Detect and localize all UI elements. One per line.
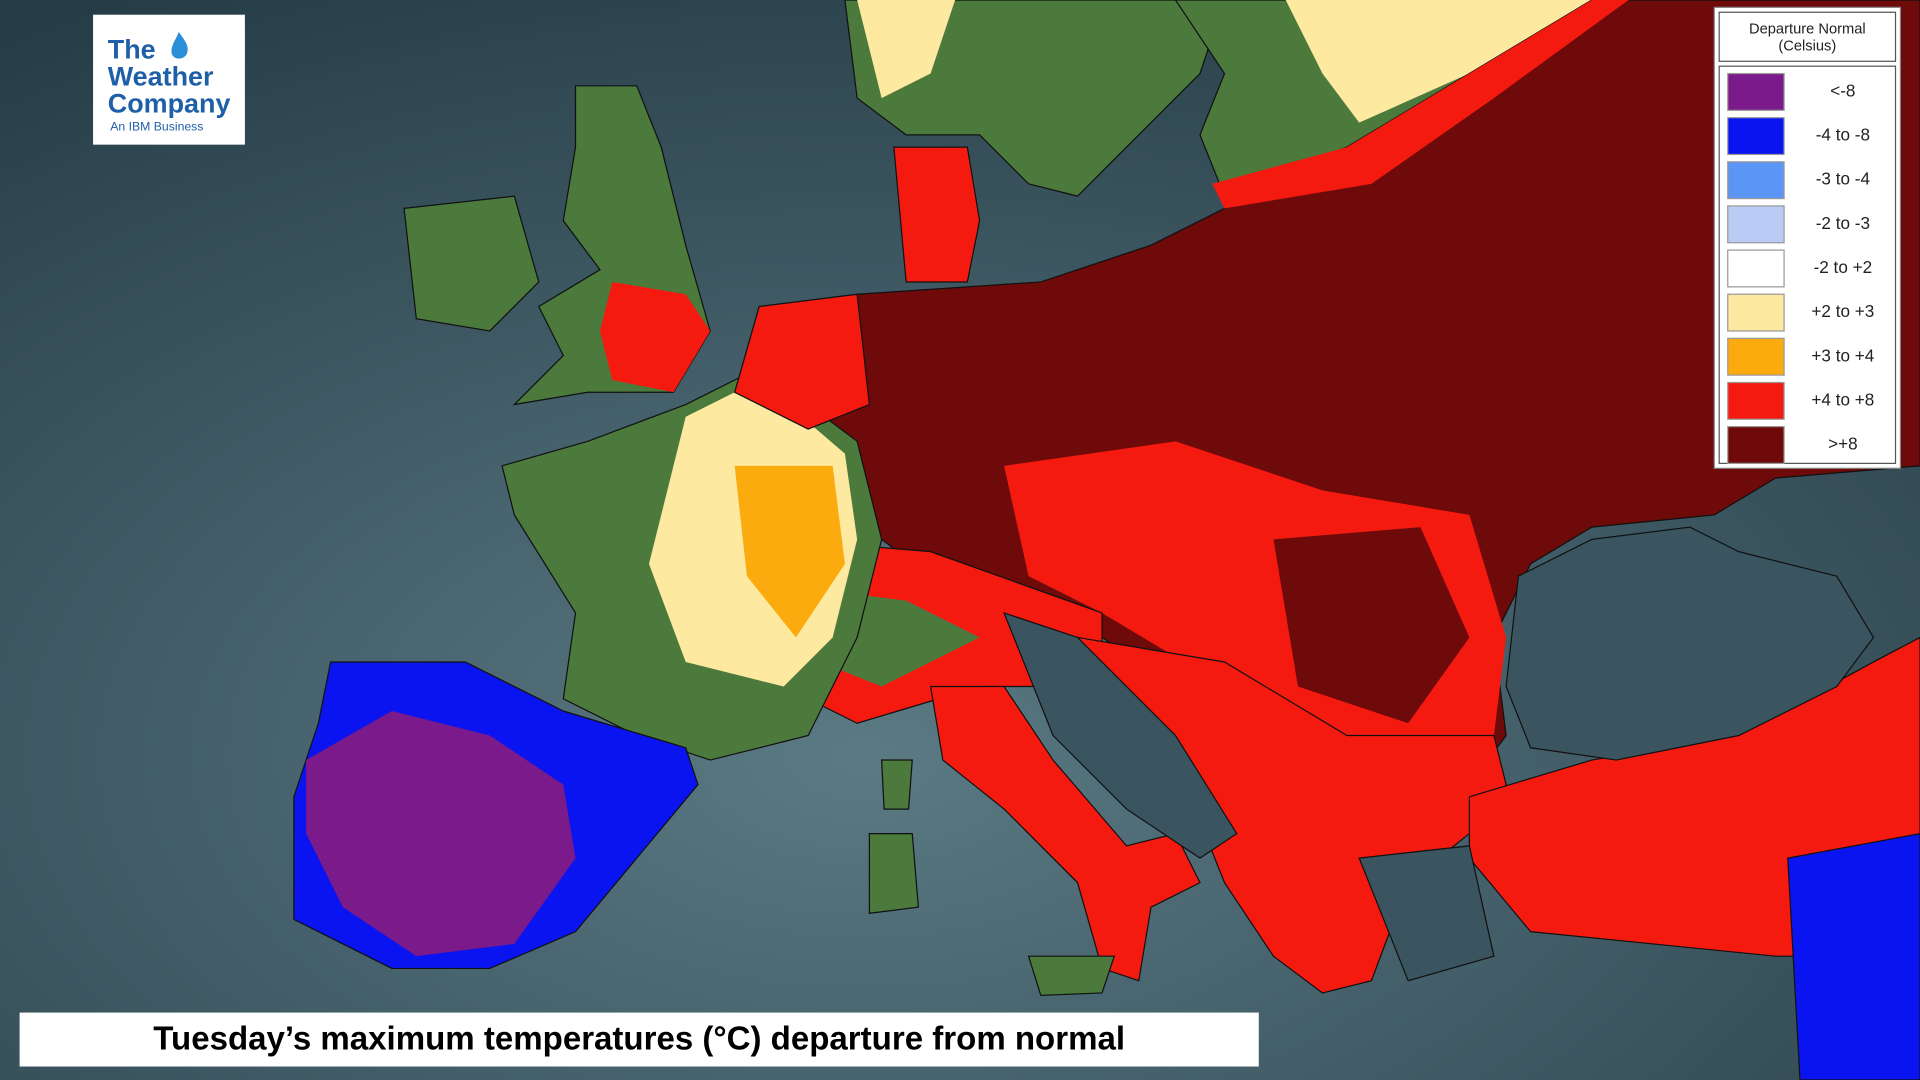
baltic-red xyxy=(1212,0,1629,209)
scandinavia-warm xyxy=(857,0,956,99)
logo-box xyxy=(93,14,245,145)
legend-label: +3 to +4 xyxy=(1811,345,1874,365)
legend-label: >+8 xyxy=(1828,434,1858,454)
benelux xyxy=(733,293,871,430)
legend-swatch xyxy=(1727,293,1785,332)
legend-label: -2 to +2 xyxy=(1814,257,1873,277)
sardinia xyxy=(868,832,920,914)
inland-seas xyxy=(1003,526,1875,982)
romania xyxy=(1273,527,1470,724)
legend-swatch xyxy=(1727,205,1785,244)
black-sea xyxy=(1505,526,1875,761)
logo-line: The xyxy=(108,35,156,65)
logo-drop xyxy=(171,31,188,59)
aegean xyxy=(1358,845,1495,982)
legend-swatch xyxy=(1727,161,1785,200)
france-hot xyxy=(734,465,845,638)
iberia-cold xyxy=(306,711,576,957)
legend-label: +4 to +8 xyxy=(1811,389,1874,409)
logo-line: Weather xyxy=(108,62,214,92)
legend-title-box xyxy=(1718,11,1897,62)
legend-swatch xyxy=(1727,249,1785,288)
finland-warm xyxy=(1285,0,1592,123)
legend-title: (Celsius) xyxy=(1778,38,1836,54)
logo-tagline: An IBM Business xyxy=(110,120,203,134)
corsica xyxy=(880,759,913,810)
legend-label: -4 to -8 xyxy=(1816,125,1870,145)
ireland xyxy=(403,195,540,332)
legend-title: Departure Normal xyxy=(1749,21,1866,37)
legend: Departure Normal (Celsius) <-8 -4 to -8 -3… xyxy=(1713,6,1902,469)
britain-hot xyxy=(600,281,711,393)
land xyxy=(293,0,1920,1080)
legend-label: -3 to -4 xyxy=(1816,169,1871,189)
caption-box xyxy=(19,1012,1259,1067)
legend-swatch xyxy=(1727,381,1785,420)
legend-label: <-8 xyxy=(1830,80,1855,100)
italy xyxy=(929,685,1201,982)
adriatic xyxy=(1003,611,1238,859)
legend-label: +2 to +3 xyxy=(1811,301,1874,321)
caption: Tuesday’s maximum temperatures (°C) depa… xyxy=(153,1020,1125,1057)
denmark xyxy=(893,146,981,283)
legend-label: -2 to -3 xyxy=(1816,213,1870,233)
legend-swatch xyxy=(1727,337,1785,376)
sicily xyxy=(1027,955,1116,997)
legend-swatch xyxy=(1727,72,1785,111)
logo-line: Company xyxy=(108,89,231,119)
logo: The Weather Company An IBM Business xyxy=(93,14,245,145)
middle-east xyxy=(1787,832,1920,1080)
legend-swatch xyxy=(1727,117,1785,156)
legend-swatch xyxy=(1727,425,1785,464)
